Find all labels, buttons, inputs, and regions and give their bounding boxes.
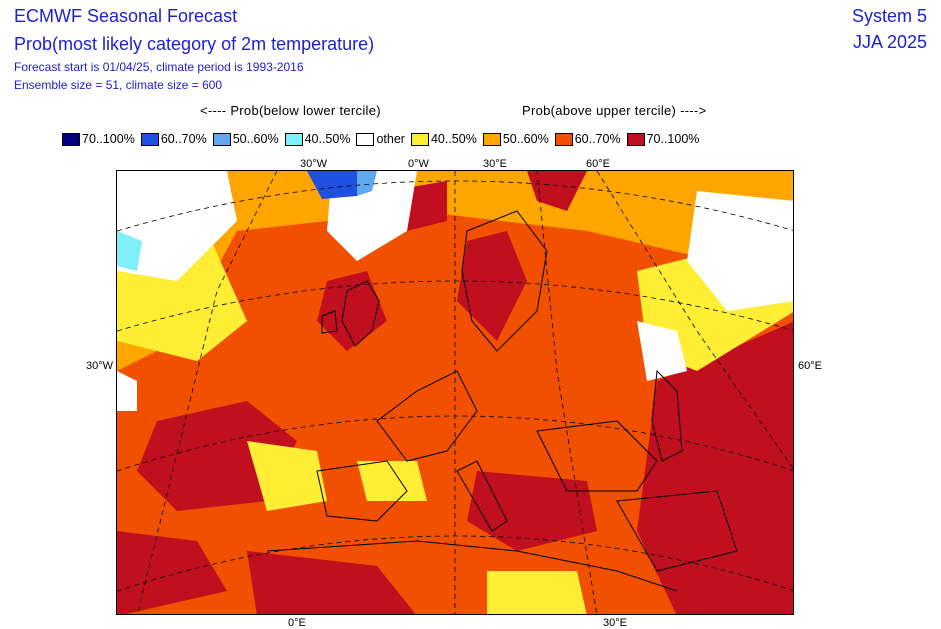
legend-swatch-7	[554, 132, 573, 146]
meridian-30e	[536, 171, 598, 614]
legend-label-6: 50..60%	[502, 132, 549, 146]
system-label: System 5	[851, 6, 927, 26]
parallel-2	[117, 280, 793, 332]
coast-france	[376, 370, 478, 462]
legend-label-4: other	[376, 132, 405, 146]
legend-label-5: 40..50%	[430, 132, 477, 146]
coast-caspian	[651, 369, 683, 462]
ensemble-size-text: Ensemble size = 51, climate size = 600	[14, 78, 223, 92]
coast-ireland	[321, 310, 338, 334]
field-yellow-iberia	[357, 461, 427, 501]
legend-swatch-4	[356, 132, 375, 146]
legend-swatch-3	[284, 132, 303, 146]
legend-label-2: 50..60%	[232, 132, 279, 146]
legend-item-0: 70..100%	[62, 132, 135, 146]
field-other-westedge	[117, 371, 137, 411]
lon-label-top-30e: 30°E	[483, 158, 507, 170]
field-70-100-scandinavia	[457, 231, 527, 341]
field-70-100-balkans	[467, 471, 597, 551]
map-subtitle: Prob(most likely category of 2m temperat…	[14, 34, 375, 54]
legend-item-4: other	[356, 132, 405, 146]
lon-label-left-30w: 30°W	[86, 360, 114, 372]
parallel-1	[117, 180, 793, 232]
legend-item-3: 40..50%	[284, 132, 351, 146]
parallel-4	[117, 535, 793, 592]
map-canvas	[117, 171, 793, 614]
coast-northafrica	[266, 540, 678, 592]
legend-swatch-0	[62, 132, 80, 146]
legend-item-1: 60..70%	[140, 132, 207, 146]
legend-item-6: 50..60%	[482, 132, 549, 146]
coastlines	[266, 210, 738, 592]
legend-label-3: 40..50%	[304, 132, 351, 146]
legend-swatch-1	[140, 132, 159, 146]
below-tercile-label: <---- Prob(below lower tercile)	[200, 103, 381, 118]
field-70-100-atlantic	[137, 401, 297, 511]
legend-item-5: 40..50%	[410, 132, 477, 146]
probability-map	[116, 170, 794, 615]
legend-label-1: 60..70%	[160, 132, 207, 146]
field-70-100-middleeast	[637, 321, 793, 614]
graticule	[117, 171, 793, 614]
coast-scandinavia	[461, 210, 548, 352]
legend-label-8: 70..100%	[646, 132, 700, 146]
lon-label-top-0w: 0°W	[408, 158, 429, 170]
field-70-100-northafrica	[247, 551, 416, 614]
legend-item-2: 50..60%	[212, 132, 279, 146]
field-70-100-southwest	[117, 531, 227, 614]
legend-swatch-5	[410, 132, 429, 146]
field-cyan-40-50	[117, 231, 142, 271]
field-yellow-midatlantic	[247, 441, 327, 511]
forecast-start-text: Forecast start is 01/04/25, climate peri…	[14, 60, 304, 74]
field-70-100-barents	[527, 171, 587, 211]
legend-swatch-8	[626, 132, 645, 146]
legend-item-7: 60..70%	[554, 132, 621, 146]
legend-label-0: 70..100%	[82, 132, 135, 146]
field-other-siberia	[687, 191, 793, 311]
field-blue-50-60	[357, 171, 377, 196]
legend: 70..100% 60..70% 50..60% 40..50% other 40..50…	[62, 131, 705, 147]
lon-label-bottom-30e: 30°E	[603, 617, 627, 629]
field-other-greenland	[117, 171, 237, 281]
legend-swatch-6	[482, 132, 501, 146]
coast-turkey-mideast	[616, 490, 738, 572]
lon-label-top-60e: 60°E	[586, 158, 610, 170]
field-yellow-egypt	[487, 571, 587, 614]
lon-label-right-60e: 60°E	[798, 360, 822, 372]
season-label: JJA 2025	[852, 32, 927, 52]
field-blue-60-70	[307, 171, 357, 199]
legend-swatch-2	[212, 132, 231, 146]
legend-label-7: 60..70%	[574, 132, 621, 146]
coast-britain	[341, 280, 380, 347]
coast-blacksea	[536, 420, 658, 492]
legend-item-8: 70..100%	[626, 132, 700, 146]
coast-iberia	[316, 460, 408, 522]
lon-label-top-30w: 30°W	[300, 158, 328, 170]
map-title: ECMWF Seasonal Forecast	[14, 6, 238, 26]
parallel-3	[117, 415, 793, 472]
above-tercile-label: Prob(above upper tercile) ---->	[522, 103, 707, 118]
field-other-caspian	[637, 321, 687, 381]
coast-italy	[456, 460, 508, 532]
lon-label-bottom-0e: 0°E	[288, 617, 306, 629]
